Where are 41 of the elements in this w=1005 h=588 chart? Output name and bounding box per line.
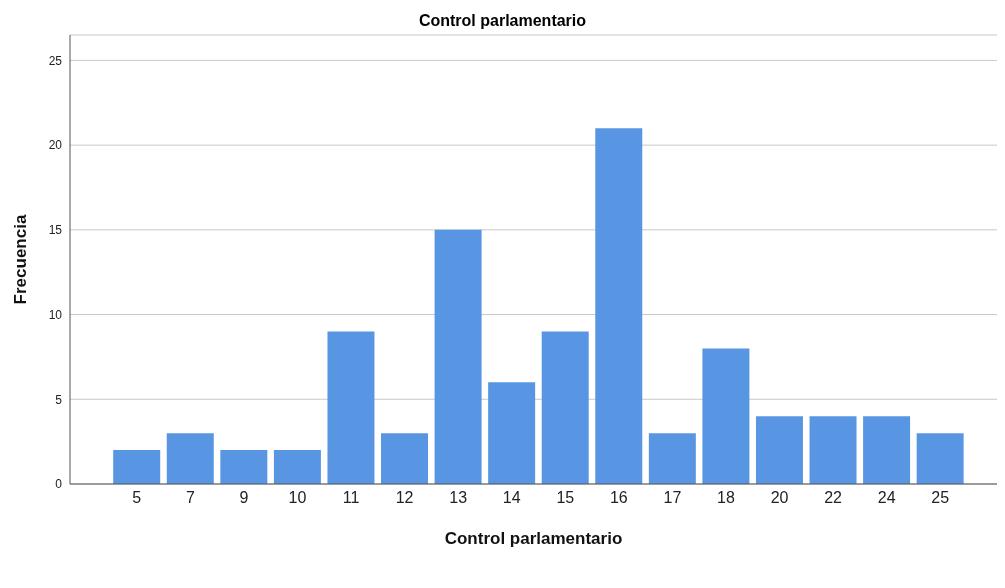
bar [541,331,589,484]
x-tick-label: 14 [502,489,521,507]
bar [327,331,375,484]
x-tick-label: 18 [717,489,735,507]
y-tick-label: 10 [48,307,63,322]
y-tick-label: 25 [48,53,63,68]
x-tick-label: 9 [239,489,249,507]
bar [488,382,536,484]
x-tick-label: 11 [342,489,360,507]
bar [273,450,321,484]
x-tick-label: 13 [449,489,468,507]
y-axis-title: Frecuencia [11,214,31,305]
x-tick-label: 22 [824,489,843,507]
x-tick-label: 10 [288,489,307,507]
x-tick-label: 5 [132,489,142,507]
chart-title: Control parlamentario [417,11,588,31]
bar [916,433,964,484]
bar [166,433,214,484]
bar [434,229,482,484]
y-tick-label: 0 [55,477,63,492]
x-tick-label: 15 [556,489,575,507]
y-tick-label: 5 [55,392,63,407]
x-tick-label: 16 [609,489,628,507]
x-tick-label: 25 [931,489,950,507]
x-tick-label: 7 [185,489,195,507]
bar [809,416,857,484]
bar [595,128,643,484]
bar [381,433,429,484]
x-tick-label: 12 [395,489,414,507]
bar [220,450,268,484]
bar [702,348,750,484]
x-tick-label: 20 [770,489,789,507]
bar [863,416,911,484]
bar [648,433,696,484]
y-tick-label: 20 [48,138,63,153]
x-tick-label: 17 [663,489,682,507]
bar [113,450,161,484]
y-tick-label: 15 [48,223,63,238]
x-tick-label: 24 [877,489,896,507]
x-axis-title: Control parlamentario [444,529,623,548]
bar [755,416,803,484]
